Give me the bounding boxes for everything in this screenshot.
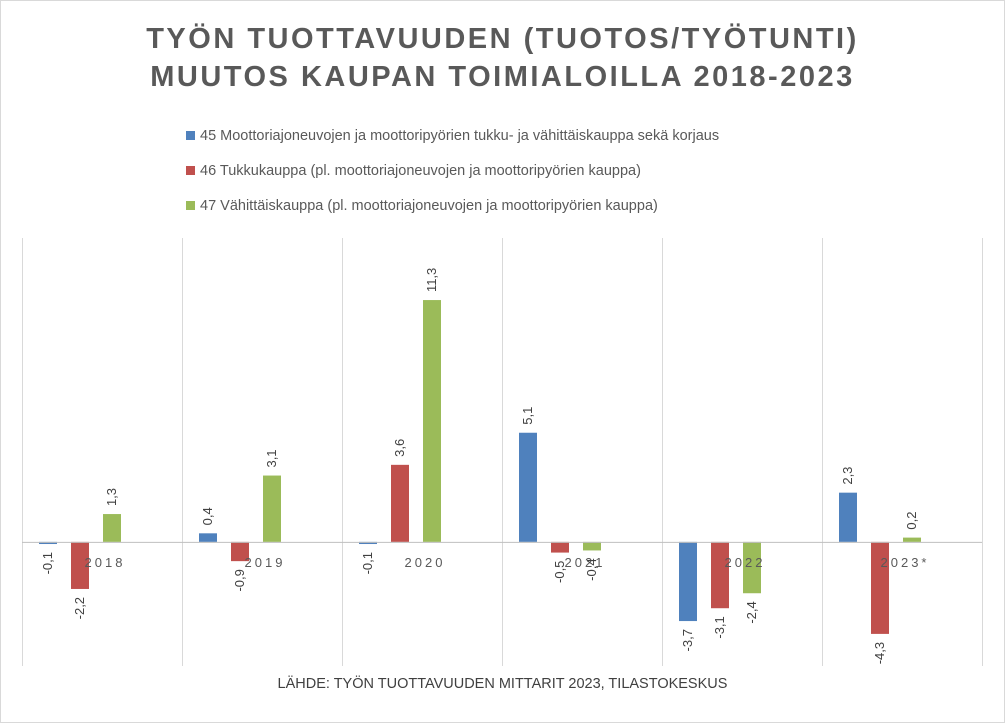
bar-s47-2020 — [423, 300, 441, 542]
data-label-s45-2018: -0,1 — [40, 552, 55, 574]
data-label-s47-2019: 3,1 — [264, 449, 279, 467]
data-label-s45-2022: -3,7 — [680, 629, 695, 651]
x-tick-label-2020: 2020 — [405, 555, 446, 570]
data-label-s45-2021: 5,1 — [520, 407, 535, 425]
data-label-s46-2023: -4,3 — [872, 642, 887, 664]
bar-s46-2022 — [711, 541, 729, 609]
x-tick-label-2022: 2022 — [725, 555, 766, 570]
chart-title-line-1: TYÖN TUOTTAVUUDEN (TUOTOS/TYÖTUNTI) — [146, 23, 859, 55]
bar-s45-2019 — [199, 533, 217, 542]
data-label-s46-2021: -0,5 — [552, 561, 567, 583]
bar-s46-2020 — [391, 464, 409, 542]
data-label-s47-2022: -2,4 — [744, 601, 759, 623]
data-label-s46-2018: -2,2 — [72, 597, 87, 619]
legend-label-47: 47 Vähittäiskauppa (pl. moottoriajoneuvo… — [200, 197, 658, 214]
bar-s47-2019 — [263, 475, 281, 542]
legend-swatch-45 — [186, 131, 195, 140]
bar-s47-2023 — [903, 537, 921, 542]
chart-legend: 45 Moottoriajoneuvojen ja moottoripyörie… — [186, 118, 719, 223]
data-label-s47-2021: -0,4 — [584, 558, 599, 580]
chart-title-line-2: MUUTOS KAUPAN TOIMIALOILLA 2018-2023 — [150, 61, 855, 93]
bar-s45-2023 — [839, 492, 857, 542]
bar-s45-2018 — [39, 541, 57, 545]
data-label-s46-2022: -3,1 — [712, 616, 727, 638]
data-label-s45-2019: 0,4 — [200, 507, 215, 525]
chart-title: TYÖN TUOTTAVUUDEN (TUOTOS/TYÖTUNTI) MUUT… — [0, 20, 1005, 96]
x-tick-label-2023: 2023* — [881, 555, 930, 570]
data-label-s46-2019: -0,9 — [232, 569, 247, 591]
legend-entry-46: 46 Tukkukauppa (pl. moottoriajoneuvojen … — [186, 153, 719, 188]
x-tick-label-2019: 2019 — [245, 555, 286, 570]
bar-s47-2022 — [743, 541, 761, 594]
legend-label-45: 45 Moottoriajoneuvojen ja moottoripyörie… — [200, 127, 720, 144]
bar-s47-2018 — [103, 514, 121, 542]
bar-s46-2018 — [71, 541, 89, 589]
bar-s47-2021 — [583, 541, 601, 551]
bar-s45-2020 — [359, 541, 377, 545]
bar-s46-2021 — [551, 541, 569, 553]
data-label-s47-2023: 0,2 — [904, 512, 919, 530]
legend-label-46: 46 Tukkukauppa (pl. moottoriajoneuvojen … — [200, 162, 641, 179]
data-label-s45-2023: 2,3 — [840, 467, 855, 485]
legend-swatch-47 — [186, 201, 195, 210]
legend-swatch-46 — [186, 166, 195, 175]
bar-s45-2021 — [519, 432, 537, 542]
data-label-s45-2020: -0,1 — [360, 552, 375, 574]
bar-s45-2022 — [679, 541, 697, 622]
bar-s46-2023 — [871, 541, 889, 634]
data-label-s47-2020: 11,3 — [424, 268, 439, 292]
data-label-s46-2020: 3,6 — [392, 439, 407, 457]
source-note: LÄHDE: TYÖN TUOTTAVUUDEN MITTARIT 2023, … — [277, 676, 728, 692]
legend-entry-45: 45 Moottoriajoneuvojen ja moottoripyörie… — [186, 118, 719, 153]
x-tick-label-2021: 2021 — [565, 555, 606, 570]
data-label-s47-2018: 1,3 — [104, 488, 119, 506]
x-tick-label-2018: 2018 — [85, 555, 126, 570]
bar-s46-2019 — [231, 541, 249, 562]
legend-entry-47: 47 Vähittäiskauppa (pl. moottoriajoneuvo… — [186, 188, 719, 223]
